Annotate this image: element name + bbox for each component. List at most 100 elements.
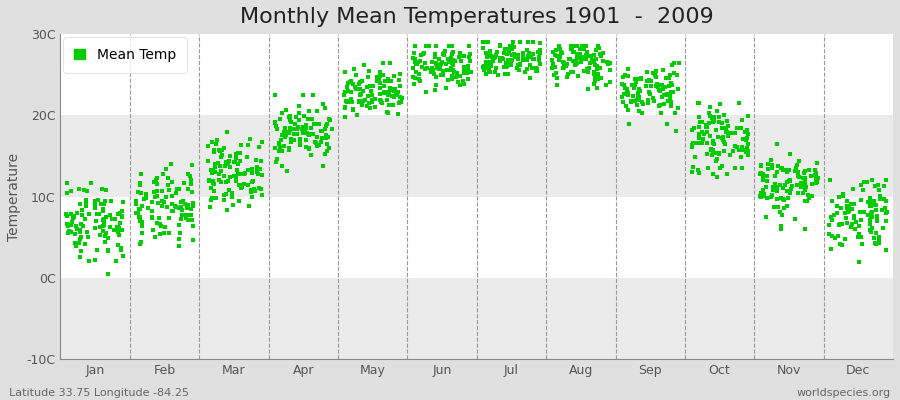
Point xyxy=(376,60,391,66)
Point xyxy=(724,130,738,136)
Point xyxy=(99,186,113,193)
Point xyxy=(432,56,446,62)
Point xyxy=(878,205,892,212)
Point xyxy=(287,136,302,143)
Point xyxy=(456,64,471,70)
Point xyxy=(628,98,643,104)
Point xyxy=(225,194,239,200)
Point xyxy=(275,162,290,169)
Point xyxy=(445,60,459,66)
Point xyxy=(164,161,178,167)
Point xyxy=(752,193,767,200)
Point xyxy=(863,199,878,205)
Point xyxy=(284,136,299,142)
Point xyxy=(568,43,582,50)
Point xyxy=(664,99,679,105)
Point xyxy=(162,230,176,236)
Point xyxy=(158,166,173,172)
Point xyxy=(631,92,645,99)
Point xyxy=(500,56,515,63)
Point xyxy=(488,54,502,60)
Point xyxy=(868,230,883,236)
Point xyxy=(133,214,148,220)
Point xyxy=(560,60,574,67)
Point xyxy=(413,58,428,64)
Point xyxy=(843,224,858,230)
Point xyxy=(373,96,387,103)
Point xyxy=(548,64,562,71)
Point xyxy=(88,205,103,211)
Point xyxy=(734,144,749,150)
Point xyxy=(849,219,863,226)
Point xyxy=(67,214,81,220)
Point xyxy=(131,213,146,220)
Point xyxy=(523,52,537,58)
Point xyxy=(554,52,568,59)
Point xyxy=(500,64,514,71)
Point xyxy=(618,102,633,109)
Point xyxy=(159,194,174,200)
Point xyxy=(267,144,282,151)
Point xyxy=(797,168,812,174)
Point xyxy=(792,158,806,164)
Point xyxy=(434,72,448,78)
Point xyxy=(809,179,824,185)
Point xyxy=(435,59,449,65)
Point xyxy=(406,64,420,71)
Point xyxy=(794,180,808,186)
Point xyxy=(794,184,808,190)
Point xyxy=(73,254,87,260)
Point xyxy=(774,226,788,232)
Point xyxy=(391,89,405,96)
Point xyxy=(453,73,467,79)
Point xyxy=(380,108,394,115)
Point xyxy=(248,187,263,194)
Point xyxy=(632,97,646,103)
Point xyxy=(517,56,531,62)
Point xyxy=(500,46,515,52)
Point xyxy=(429,65,444,71)
Point xyxy=(453,50,467,56)
Point xyxy=(406,73,420,80)
Point xyxy=(863,221,878,228)
Point xyxy=(876,225,890,232)
Point xyxy=(429,60,444,67)
Point xyxy=(176,212,190,218)
Point xyxy=(838,210,852,216)
Point xyxy=(584,52,598,59)
Point xyxy=(276,143,291,150)
Point xyxy=(685,142,699,148)
Point xyxy=(599,59,614,65)
Point xyxy=(723,152,737,158)
Point xyxy=(587,58,601,65)
Point xyxy=(101,235,115,241)
Point xyxy=(315,128,329,134)
Point xyxy=(596,50,610,56)
Point xyxy=(783,190,797,196)
Point xyxy=(74,221,88,227)
Point xyxy=(665,82,680,88)
Point xyxy=(662,75,677,82)
Point xyxy=(482,62,497,68)
Point xyxy=(579,43,593,50)
Point xyxy=(476,44,491,51)
Point xyxy=(493,42,508,48)
Point xyxy=(774,195,788,201)
Point xyxy=(141,204,156,211)
Point xyxy=(406,54,420,61)
Point xyxy=(667,59,681,66)
Point xyxy=(255,139,269,146)
Point xyxy=(184,217,198,224)
Point xyxy=(320,134,335,140)
Point xyxy=(233,158,248,164)
Point xyxy=(844,206,859,212)
Point xyxy=(392,94,407,101)
Point xyxy=(429,43,444,50)
Point xyxy=(653,81,668,88)
Point xyxy=(176,212,190,218)
Point xyxy=(878,218,893,224)
Point xyxy=(220,128,234,135)
Point xyxy=(529,67,544,74)
Point xyxy=(596,50,610,57)
Point xyxy=(456,78,471,84)
